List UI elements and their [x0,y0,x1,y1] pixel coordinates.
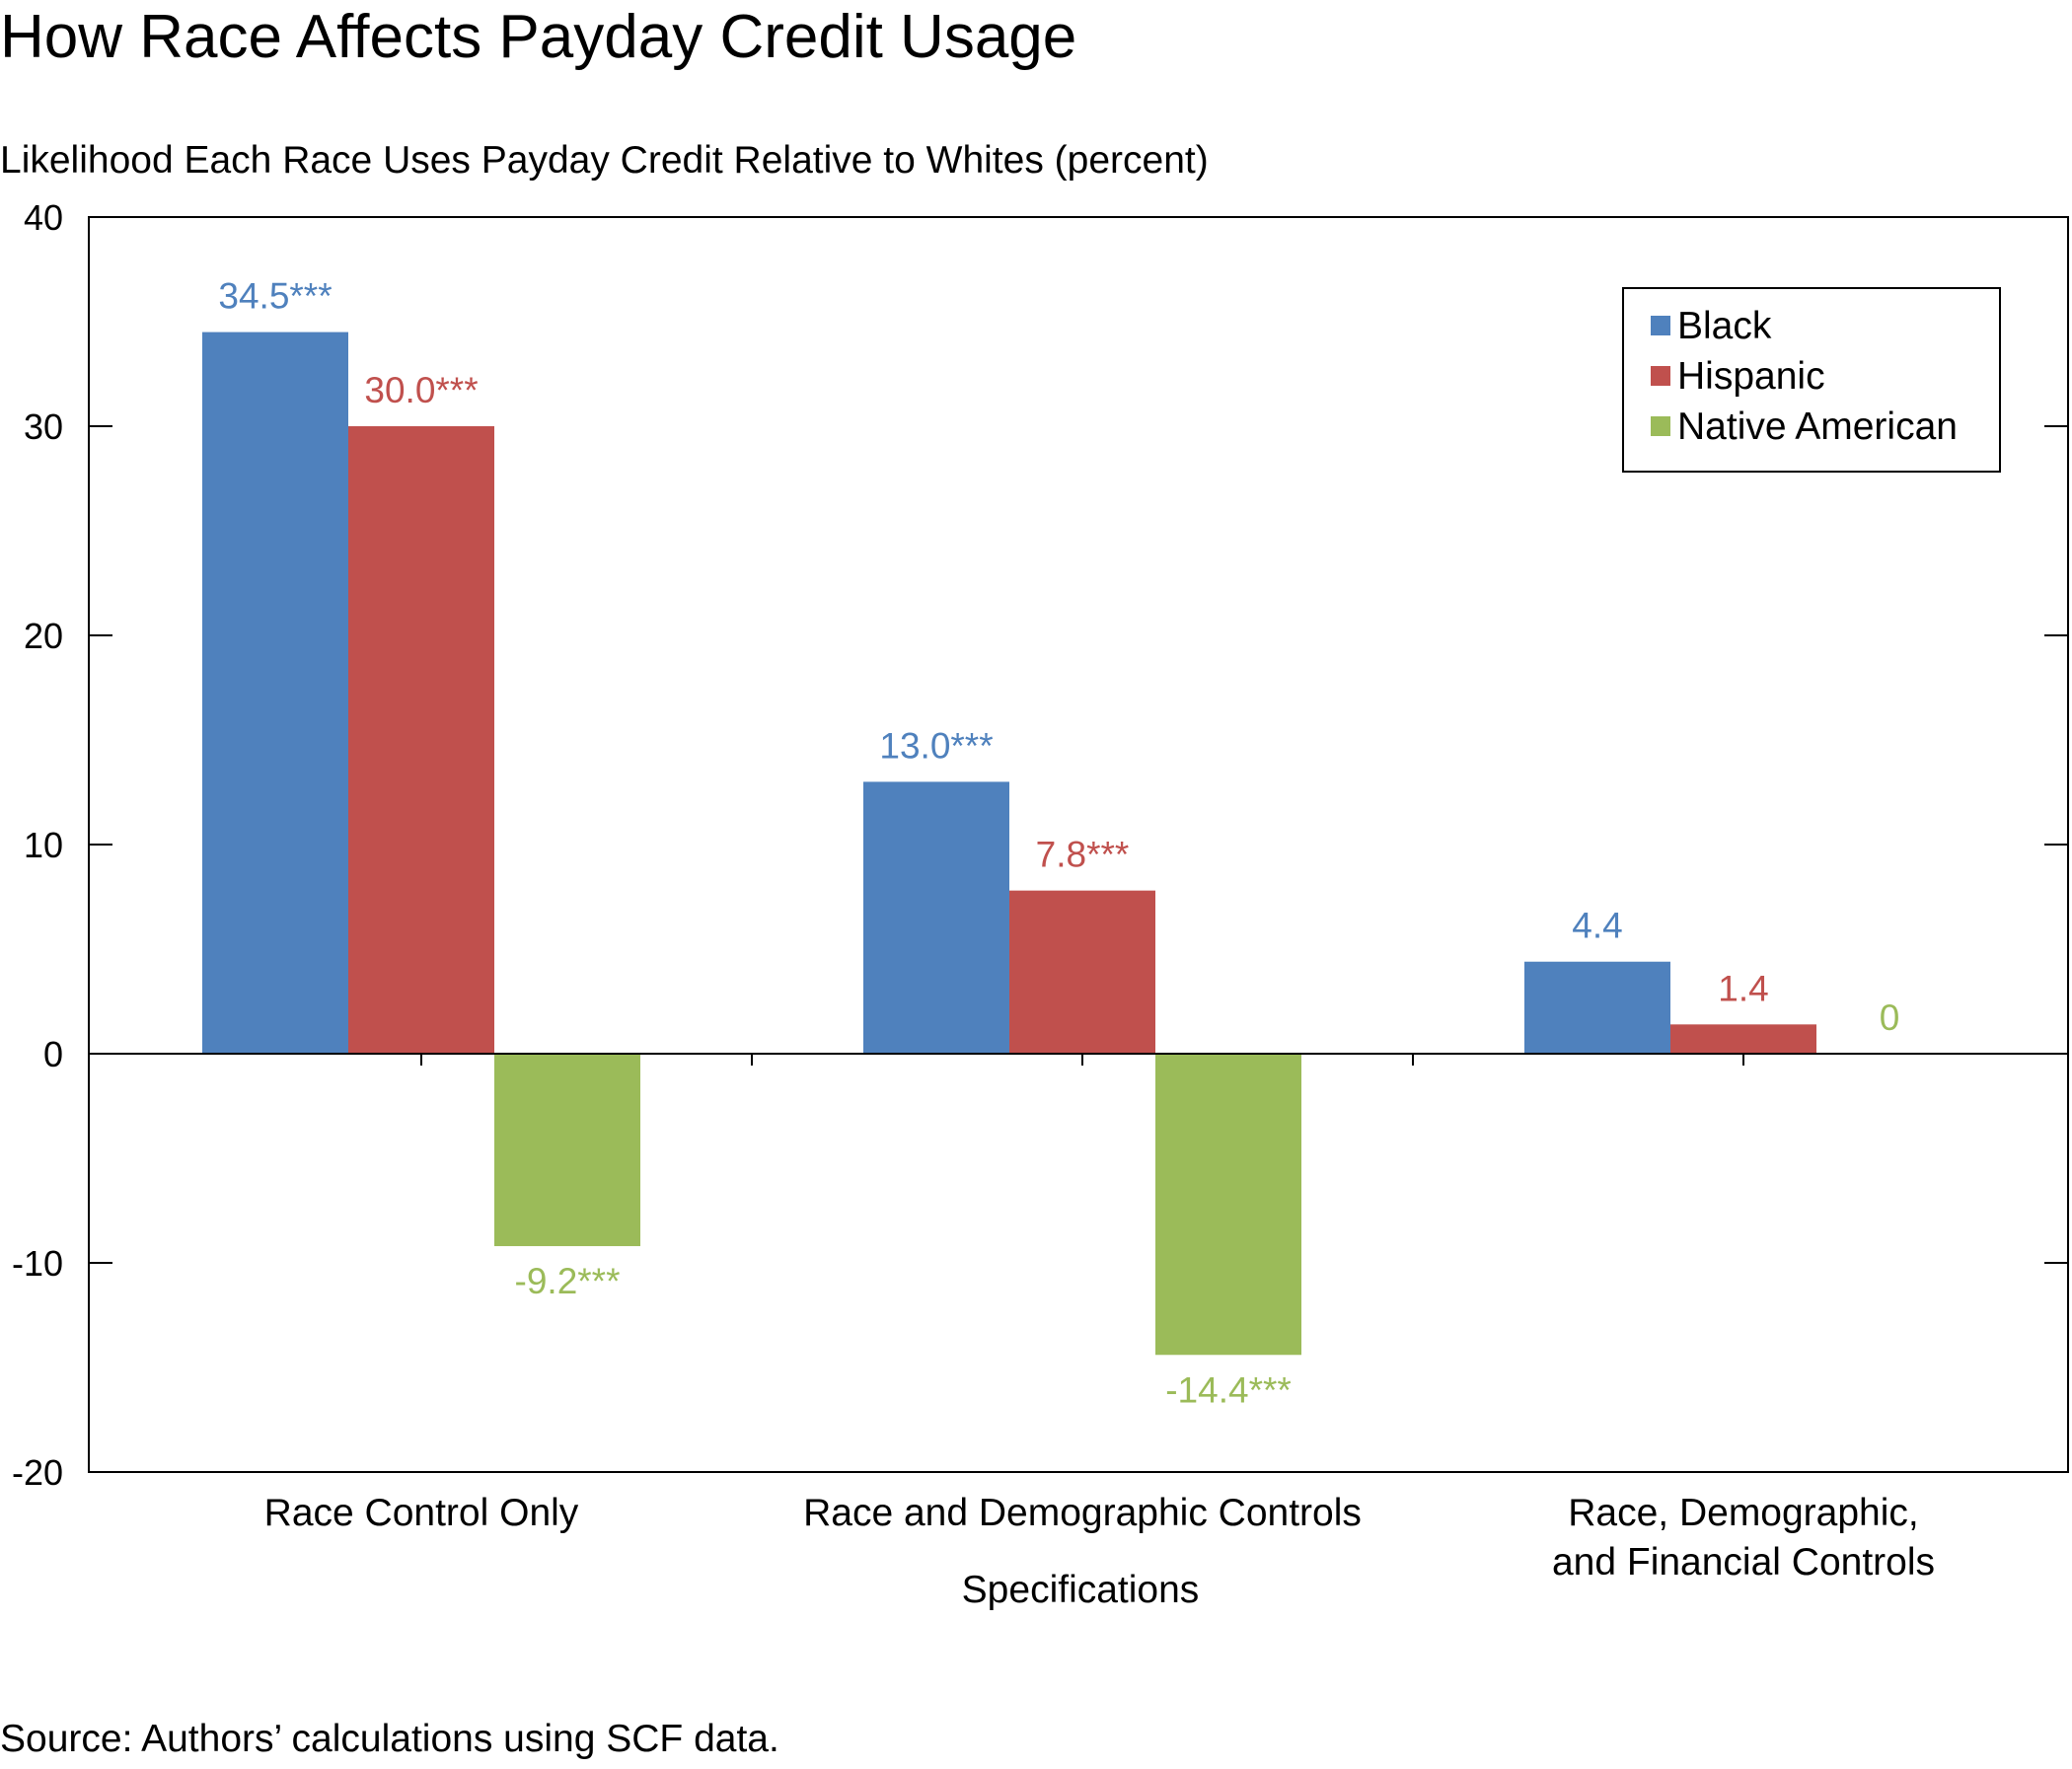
x-category-label: Race Control Only [264,1492,579,1534]
data-label: 34.5*** [218,276,332,317]
x-category-label: Race, Demographic, [1568,1492,1919,1534]
bar-native-american-2 [1155,1054,1301,1356]
bar-hispanic-1 [348,426,494,1054]
data-label: 0 [1880,997,1900,1038]
legend-swatch [1651,366,1670,386]
bar-native-american-1 [494,1054,640,1247]
bar-black-2 [863,781,1009,1054]
chart-source: Source: Authors’ calculations using SCF … [0,1718,779,1760]
y-tick-label: 0 [43,1034,63,1074]
data-label: 13.0*** [879,725,993,766]
bar-black-3 [1524,961,1670,1054]
y-tick-label: -10 [12,1243,63,1284]
data-label: 1.4 [1718,968,1768,1008]
bars-layer [202,332,1816,1356]
y-tick-label: 10 [24,825,63,865]
bar-black-1 [202,332,348,1055]
y-tick-label: 20 [24,616,63,656]
y-tick-label: 30 [24,406,63,447]
y-tick-label: -20 [12,1452,63,1493]
bar-hispanic-2 [1009,890,1155,1054]
data-label: -9.2*** [515,1261,621,1301]
legend: Black Hispanic Native American [1622,287,2001,473]
legend-entry: Native American [1677,405,1958,448]
data-labels-layer: 34.5*** 13.0*** 4.4 30.0*** 7.8*** 1.4 -9.2***… [218,276,1899,1411]
data-label: 7.8*** [1036,835,1130,875]
y-tick-label: 40 [24,197,63,238]
bar-hispanic-3 [1670,1024,1816,1054]
data-label: 4.4 [1572,906,1622,946]
x-axis-label: Specifications [962,1569,1200,1611]
chart-title: How Race Affects Payday Credit Usage [0,3,1077,71]
data-label: -14.4*** [1165,1369,1292,1410]
legend-entry: Black [1677,305,1772,347]
chart-subtitle: Likelihood Each Race Uses Payday Credit … [0,139,1209,182]
x-category-label: and Financial Controls [1552,1541,1935,1584]
legend-entry: Hispanic [1677,355,1825,398]
x-category-label: Race and Demographic Controls [803,1492,1362,1534]
legend-swatch [1651,416,1670,436]
axes-layer: 40 30 20 10 0 -10 -20 Race Control Only Race and… [12,197,2069,1584]
legend-box [1622,287,2001,473]
data-label: 30.0*** [364,370,478,410]
legend-swatch [1651,316,1670,335]
